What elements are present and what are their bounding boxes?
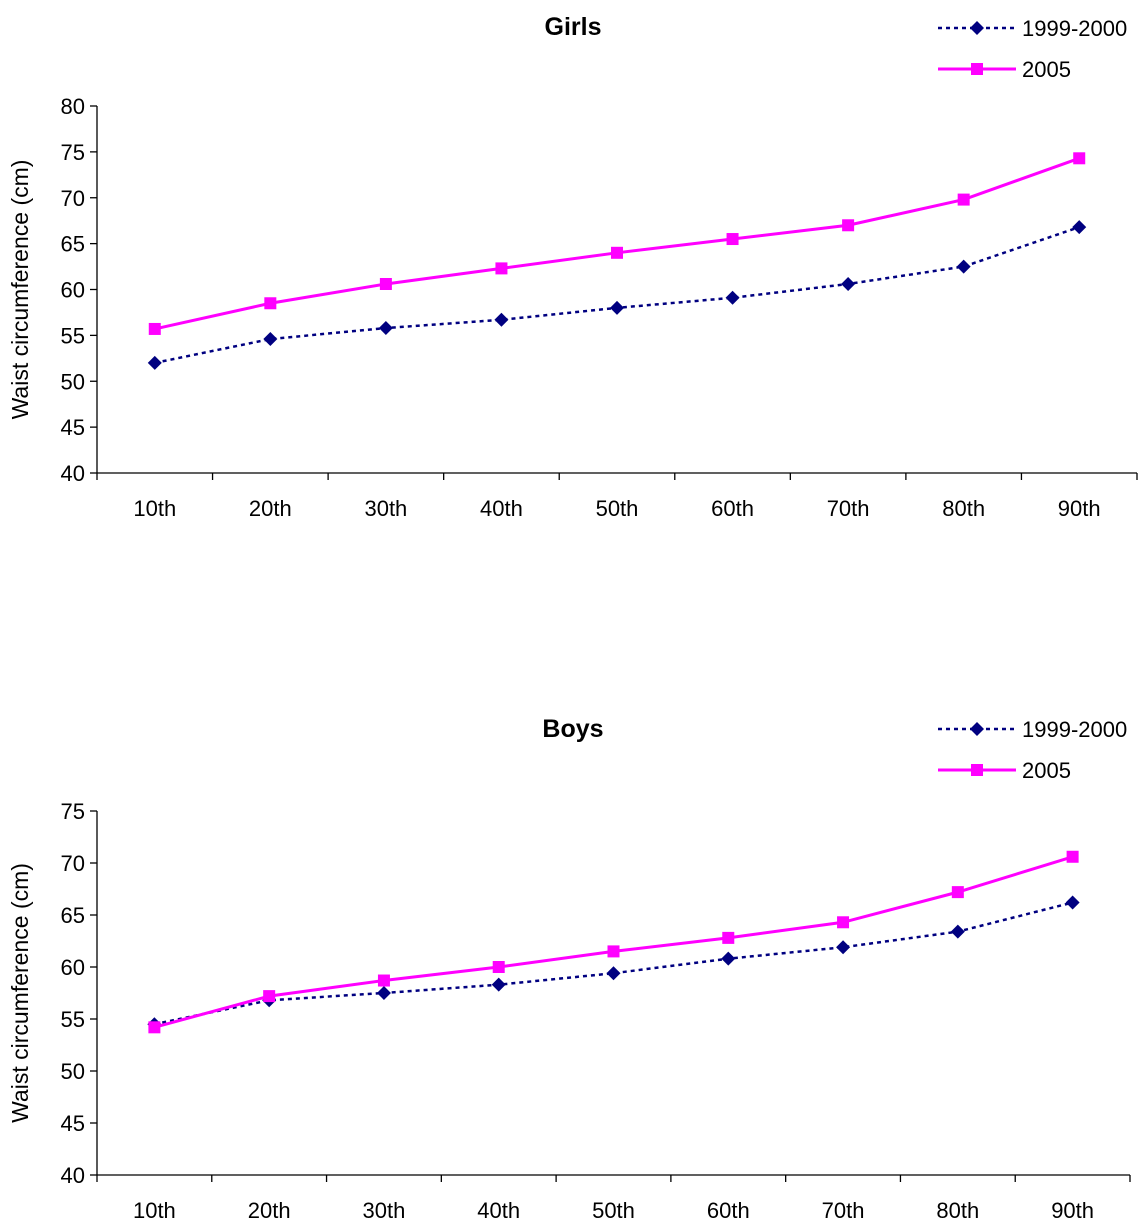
data-point-2005 [495, 262, 508, 275]
y-tick-label: 70 [61, 851, 85, 876]
y-tick-label: 45 [61, 415, 85, 440]
data-point-1999-2000 [610, 300, 624, 315]
data-point-2005 [951, 886, 964, 899]
data-point-2005 [837, 916, 850, 929]
x-tick-label: 70th [827, 496, 870, 521]
x-tick-label: 10th [133, 1198, 176, 1222]
data-point-1999-2000 [1065, 895, 1080, 910]
x-tick-label: 80th [942, 496, 985, 521]
data-point-2005 [148, 1021, 161, 1034]
legend-marker-1999-2000 [970, 722, 984, 736]
y-tick-label: 60 [61, 278, 85, 303]
legend-marker-2005 [971, 63, 983, 75]
chart-title: Boys [542, 715, 603, 743]
data-point-2005 [1066, 850, 1079, 863]
x-tick-label: 40th [480, 496, 523, 521]
data-point-1999-2000 [841, 276, 856, 291]
data-point-2005 [842, 219, 855, 232]
legend-marker-1999-2000 [970, 21, 984, 35]
data-point-2005 [957, 193, 970, 206]
legend: 1999-2000 2005 [938, 717, 1127, 783]
y-tick-label: 70 [61, 186, 85, 211]
data-point-2005 [377, 974, 390, 987]
x-tick-label: 70th [822, 1198, 865, 1222]
x-tick-label: 60th [711, 496, 754, 521]
data-point-1999-2000 [147, 355, 162, 370]
legend: 1999-2000 2005 [938, 16, 1127, 82]
data-point-1999-2000 [950, 924, 965, 939]
chart-boys: Boys Waist circumference (cm) 40 45 50 55 60 65… [7, 715, 1131, 1222]
x-tick-label: 20th [249, 496, 292, 521]
x-tick-label: 50th [592, 1198, 635, 1222]
series-line-1999-2000 [154, 901, 1073, 1026]
y-tick-label: 80 [61, 94, 85, 119]
data-point-2005 [264, 297, 277, 310]
x-tick-label: 20th [248, 1198, 291, 1222]
chart-girls: Girls Waist circumference (cm) 40 45 50 55 60 6… [7, 13, 1138, 521]
legend-marker-2005 [971, 764, 983, 776]
data-point-1999-2000 [836, 940, 851, 955]
data-point-1999-2000 [494, 312, 509, 327]
data-point-1999-2000 [491, 977, 506, 992]
x-tick-label: 90th [1051, 1198, 1094, 1222]
y-tick-label: 40 [61, 461, 85, 486]
chart-title: Girls [545, 13, 602, 41]
data-point-2005 [611, 246, 623, 259]
legend-label-1999-2000: 1999-2000 [1022, 717, 1127, 742]
x-tick-label: 80th [936, 1198, 979, 1222]
y-tick-label: 50 [61, 1059, 85, 1084]
x-tick-label: 40th [477, 1198, 520, 1222]
y-tick-label: 65 [61, 903, 85, 928]
data-point-1999-2000 [263, 332, 278, 347]
data-point-2005 [722, 931, 735, 944]
x-tick-label: 90th [1058, 496, 1101, 521]
data-point-1999-2000 [606, 966, 621, 981]
data-point-1999-2000 [376, 986, 391, 1000]
data-point-2005 [148, 322, 161, 335]
data-point-1999-2000 [378, 321, 393, 336]
data-point-2005 [263, 990, 276, 1003]
y-tick-label: 75 [61, 140, 85, 165]
x-tick-label: 50th [596, 496, 639, 521]
x-tick-label: 30th [363, 1198, 406, 1222]
data-point-1999-2000 [1072, 220, 1087, 235]
y-tick-label: 45 [61, 1111, 85, 1136]
y-tick-label: 55 [61, 323, 85, 348]
x-tick-label: 60th [707, 1198, 750, 1222]
data-point-2005 [607, 945, 620, 958]
y-tick-label: 60 [61, 955, 85, 980]
y-axis-label: Waist circumference (cm) [7, 863, 33, 1123]
legend-label-2005: 2005 [1022, 57, 1071, 82]
data-point-2005 [726, 233, 739, 246]
data-point-1999-2000 [725, 290, 740, 305]
y-tick-label: 40 [61, 1163, 85, 1188]
data-point-2005 [492, 961, 505, 973]
y-tick-label: 65 [61, 232, 85, 257]
y-tick-label: 50 [61, 369, 85, 394]
series-line-2005 [153, 855, 1074, 1029]
legend-label-1999-2000: 1999-2000 [1022, 16, 1127, 41]
x-tick-label: 10th [133, 496, 176, 521]
data-point-2005 [379, 277, 392, 290]
y-tick-label: 55 [61, 1007, 85, 1032]
legend-label-2005: 2005 [1022, 758, 1071, 783]
data-point-2005 [1073, 152, 1086, 165]
data-point-1999-2000 [721, 951, 736, 966]
x-tick-label: 30th [364, 496, 407, 521]
y-tick-label: 75 [61, 799, 85, 824]
data-point-1999-2000 [956, 259, 971, 274]
y-axis-label: Waist circumference (cm) [7, 160, 33, 420]
